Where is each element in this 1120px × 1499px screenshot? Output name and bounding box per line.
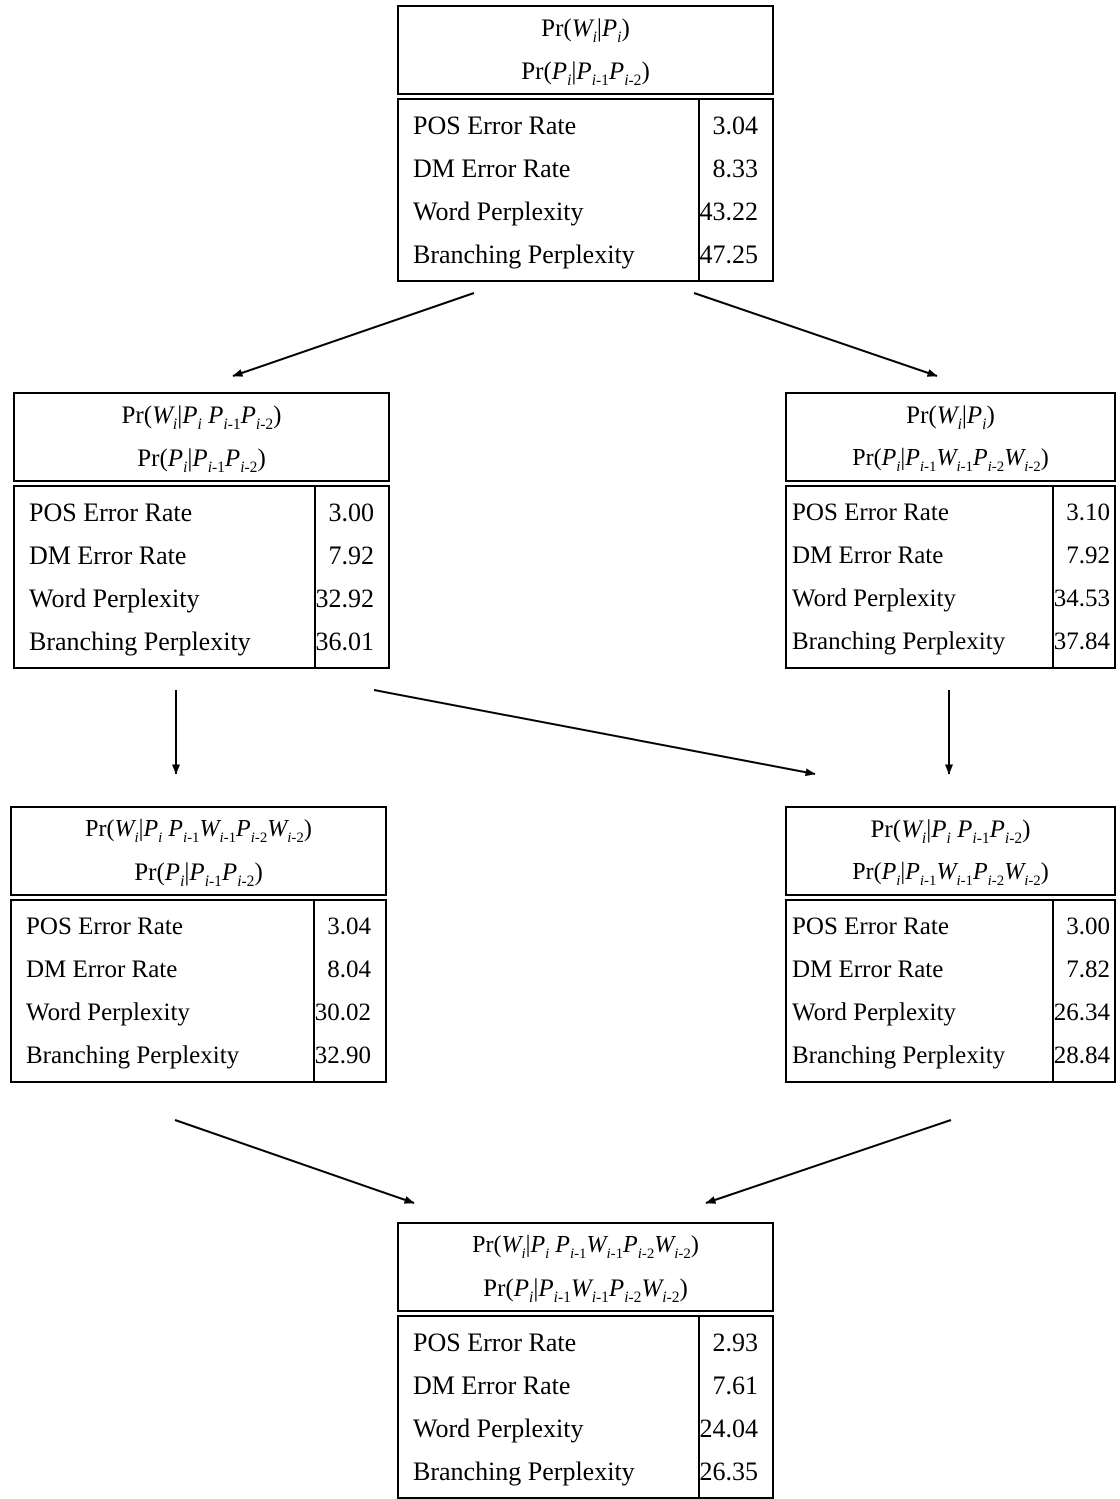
metric-label: Branching Perplexity <box>29 627 251 656</box>
model-header: Pr(Wi|Pi) Pr(Pi|Pi-1Pi-2) <box>397 5 774 95</box>
metric-label: Word Perplexity <box>29 584 200 613</box>
metric-label: POS Error Rate <box>413 111 577 140</box>
metric-value: 8.33 <box>712 154 759 183</box>
metric-value: 34.53 <box>1053 585 1110 612</box>
metric-label: Word Perplexity <box>413 1414 584 1443</box>
metric-label: DM Error Rate <box>29 541 187 570</box>
metric-value: 3.00 <box>1066 913 1110 940</box>
metric-value: 37.84 <box>1053 628 1110 655</box>
metric-value: 3.10 <box>1066 499 1110 526</box>
model-node-5: Pr(Wi|Pi Pi-1Wi-1Pi-2Wi-2) Pr(Pi|Pi-1Wi-… <box>397 1222 774 1499</box>
pos-model: Pr(Pi|Pi-1Wi-1Pi-2Wi-2) <box>852 859 1049 889</box>
metric-label: Branching Perplexity <box>26 1042 240 1069</box>
metrics-table: POS Error Rate DM Error Rate Word Perple… <box>785 899 1116 1083</box>
arrow-0-to-2 <box>693 292 938 377</box>
metric-value: 7.61 <box>712 1371 759 1400</box>
metric-label: DM Error Rate <box>413 154 571 183</box>
metric-value: 30.02 <box>314 999 371 1026</box>
metric-label: Word Perplexity <box>792 585 956 612</box>
model-header: Pr(Wi|Pi Pi-1Pi-2) Pr(Pi|Pi-1Wi-1Pi-2Wi-… <box>785 806 1116 896</box>
metric-value: 7.92 <box>328 541 375 570</box>
arrow-0-to-1 <box>232 292 475 377</box>
metric-value: 7.92 <box>1066 542 1110 569</box>
metric-value: 36.01 <box>315 627 375 656</box>
model-node-0: Pr(Wi|Pi) Pr(Pi|Pi-1Pi-2) POS Error Rate… <box>397 5 774 282</box>
model-header: Pr(Wi|Pi) Pr(Pi|Pi-1Wi-1Pi-2Wi-2) <box>785 392 1116 482</box>
model-header: Pr(Wi|Pi Pi-1Pi-2) Pr(Pi|Pi-1Pi-2) <box>13 392 390 482</box>
pos-model: Pr(Pi|Pi-1Pi-2) <box>137 445 266 476</box>
metric-label: DM Error Rate <box>26 956 178 983</box>
word-model: Pr(Wi|Pi) <box>541 15 630 46</box>
model-node-2: Pr(Wi|Pi) Pr(Pi|Pi-1Wi-1Pi-2Wi-2) POS Er… <box>785 392 1116 669</box>
word-model: Pr(Wi|Pi Pi-1Pi-2) <box>121 402 282 433</box>
metric-label: Word Perplexity <box>26 999 190 1026</box>
metric-label: POS Error Rate <box>413 1328 577 1357</box>
arrow-4-to-5 <box>705 1119 952 1204</box>
metric-label: Branching Perplexity <box>792 1042 1006 1069</box>
arrow-1-to-4 <box>373 689 816 777</box>
metrics-table: POS Error Rate DM Error Rate Word Perple… <box>397 98 774 282</box>
metric-label: Word Perplexity <box>792 999 956 1026</box>
pos-model: Pr(Pi|Pi-1Pi-2) <box>521 58 650 89</box>
metric-value: 7.82 <box>1066 956 1110 983</box>
metric-value: 43.22 <box>699 197 759 226</box>
metric-value: 3.04 <box>712 111 759 140</box>
metric-label: Branching Perplexity <box>413 240 635 269</box>
metric-value: 26.35 <box>699 1457 759 1486</box>
metric-value: 3.04 <box>327 913 371 940</box>
metric-value: 28.84 <box>1053 1042 1110 1069</box>
metric-label: POS Error Rate <box>29 498 193 527</box>
metric-value: 32.90 <box>314 1042 371 1069</box>
metric-label: DM Error Rate <box>413 1371 571 1400</box>
metric-label: Branching Perplexity <box>792 628 1006 655</box>
pos-model: Pr(Pi|Pi-1Wi-1Pi-2Wi-2) <box>483 1275 688 1306</box>
metric-label: POS Error Rate <box>792 499 949 526</box>
model-node-4: Pr(Wi|Pi Pi-1Pi-2) Pr(Pi|Pi-1Wi-1Pi-2Wi-… <box>785 806 1116 1083</box>
model-node-3: Pr(Wi|Pi Pi-1Wi-1Pi-2Wi-2) Pr(Pi|Pi-1Pi-… <box>10 806 387 1083</box>
word-model: Pr(Wi|Pi Pi-1Wi-1Pi-2Wi-2) <box>472 1232 699 1262</box>
metric-value: 8.04 <box>327 956 371 983</box>
metric-label: DM Error Rate <box>792 956 944 983</box>
arrow-3-to-5 <box>174 1119 415 1204</box>
metric-value: 3.00 <box>328 498 375 527</box>
metrics-table: POS Error Rate DM Error Rate Word Perple… <box>10 899 387 1083</box>
word-model: Pr(Wi|Pi Pi-1Pi-2) <box>870 816 1031 847</box>
metric-value: 26.34 <box>1053 999 1110 1026</box>
metrics-table: POS Error Rate DM Error Rate Word Perple… <box>13 485 390 669</box>
metric-value: 32.92 <box>315 584 375 613</box>
model-node-1: Pr(Wi|Pi Pi-1Pi-2) Pr(Pi|Pi-1Pi-2) POS E… <box>13 392 390 669</box>
model-header: Pr(Wi|Pi Pi-1Wi-1Pi-2Wi-2) Pr(Pi|Pi-1Wi-… <box>397 1222 774 1312</box>
metric-value: 2.93 <box>712 1328 759 1357</box>
metric-label: Word Perplexity <box>413 197 584 226</box>
metric-value: 24.04 <box>699 1414 759 1443</box>
metric-label: POS Error Rate <box>26 913 183 940</box>
metrics-table: POS Error Rate DM Error Rate Word Perple… <box>785 485 1116 669</box>
word-model: Pr(Wi|Pi) <box>906 402 995 433</box>
word-model: Pr(Wi|Pi Pi-1Wi-1Pi-2Wi-2) <box>85 816 312 846</box>
metric-label: Branching Perplexity <box>413 1457 635 1486</box>
model-header: Pr(Wi|Pi Pi-1Wi-1Pi-2Wi-2) Pr(Pi|Pi-1Pi-… <box>10 806 387 896</box>
pos-model: Pr(Pi|Pi-1Pi-2) <box>134 859 263 890</box>
pos-model: Pr(Pi|Pi-1Wi-1Pi-2Wi-2) <box>852 445 1049 475</box>
metric-value: 47.25 <box>699 240 759 269</box>
metrics-table: POS Error Rate DM Error Rate Word Perple… <box>397 1315 774 1499</box>
metric-label: POS Error Rate <box>792 913 949 940</box>
metric-label: DM Error Rate <box>792 542 944 569</box>
